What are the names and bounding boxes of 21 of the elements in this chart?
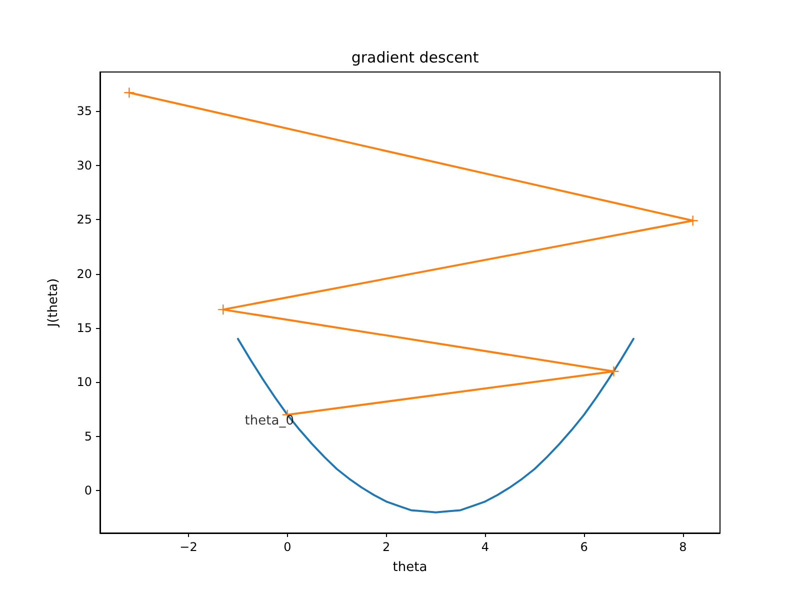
x-tick-label: 6 (580, 540, 588, 554)
y-tick-label: 25 (76, 212, 92, 227)
x-tick-label: 8 (679, 540, 687, 554)
point (688, 216, 698, 226)
y-axis-title: J(theta) (46, 278, 61, 328)
x-axis-title: theta (392, 560, 428, 575)
y-tick-label: 20 (76, 266, 92, 281)
x-tick-label: 2 (382, 540, 390, 554)
y-tick-label: 0 (84, 484, 92, 498)
y-tick-label: 5 (84, 429, 92, 444)
line-series (236, 338, 634, 514)
y-tick-label: 10 (76, 375, 92, 390)
y-tick-label: 30 (76, 158, 92, 172)
x-tick-label: 0 (284, 540, 292, 554)
y-tick-label: 15 (76, 320, 92, 335)
x-tick-label: −2 (180, 540, 198, 554)
annotation: theta_0 (244, 413, 294, 428)
x-tick-label: 4 (481, 540, 489, 554)
y-tick-label: 35 (76, 104, 92, 118)
chart-title: gradient descent (351, 48, 479, 66)
point (124, 88, 134, 98)
